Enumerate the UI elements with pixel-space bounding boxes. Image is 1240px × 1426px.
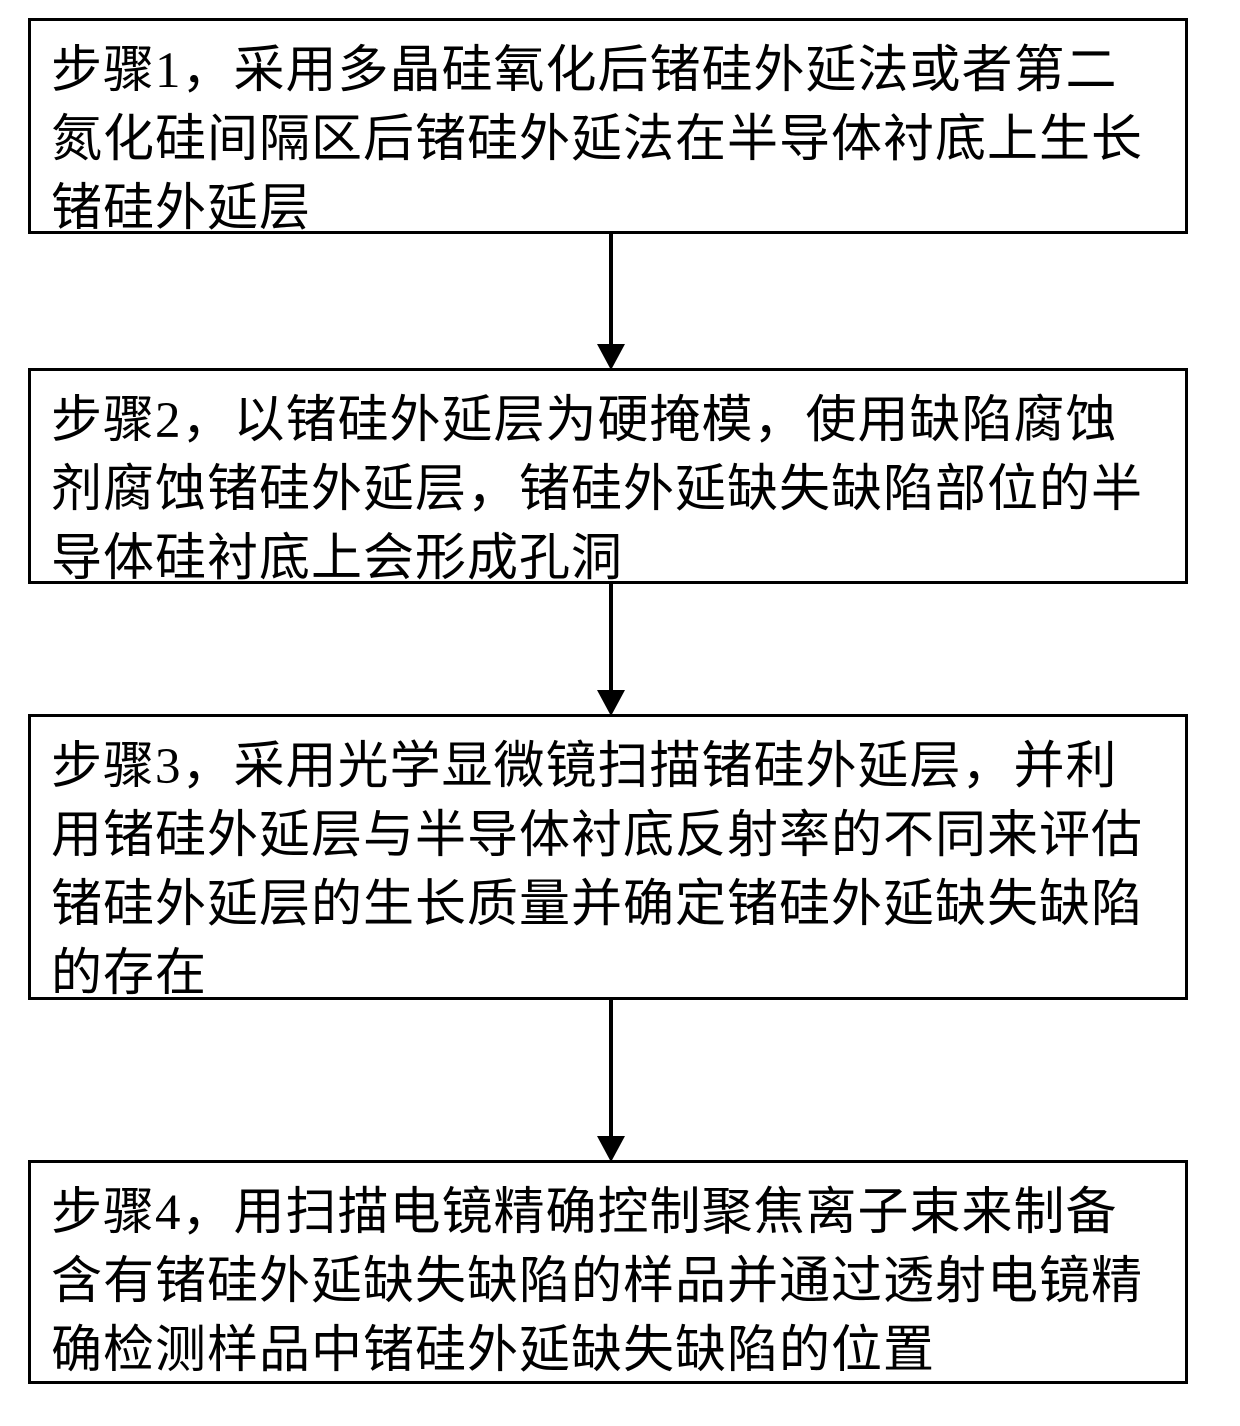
arrow-2-3 (610, 584, 611, 716)
flow-step-3: 步骤3，采用光学显微镜扫描锗硅外延层，并利用锗硅外延层与半导体衬底反射率的不同来… (28, 714, 1188, 1000)
arrow-3-4 (610, 1000, 611, 1162)
arrow-line (609, 1000, 613, 1136)
arrow-head-icon (597, 1136, 625, 1162)
arrow-line (609, 234, 613, 344)
flowchart-canvas: 步骤1，采用多晶硅氧化后锗硅外延法或者第二氮化硅间隔区后锗硅外延法在半导体衬底上… (0, 0, 1240, 1426)
arrow-head-icon (597, 344, 625, 370)
flow-step-1: 步骤1，采用多晶硅氧化后锗硅外延法或者第二氮化硅间隔区后锗硅外延法在半导体衬底上… (28, 18, 1188, 234)
arrow-line (609, 584, 613, 690)
flow-step-2: 步骤2，以锗硅外延层为硬掩模，使用缺陷腐蚀剂腐蚀锗硅外延层，锗硅外延缺失缺陷部位… (28, 368, 1188, 584)
arrow-head-icon (597, 690, 625, 716)
flow-step-4: 步骤4，用扫描电镜精确控制聚焦离子束来制备含有锗硅外延缺失缺陷的样品并通过透射电… (28, 1160, 1188, 1384)
arrow-1-2 (610, 234, 611, 370)
